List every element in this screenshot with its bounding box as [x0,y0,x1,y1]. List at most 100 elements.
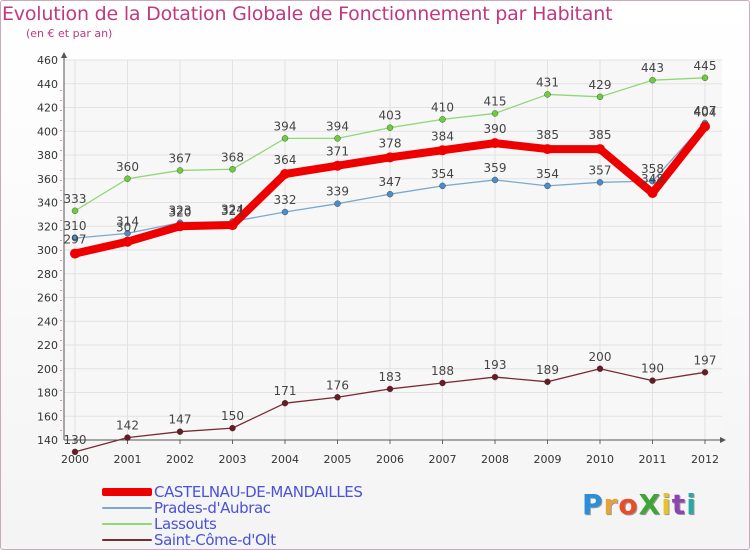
x-tick-label: 2010 [586,453,614,466]
data-label: 431 [536,75,559,89]
legend-label: Prades-d'Aubrac [154,499,271,517]
data-point [596,93,604,101]
data-label: 358 [641,162,664,176]
data-label: 347 [379,175,402,189]
y-axis-arrow [61,52,67,58]
data-label: 378 [379,136,402,150]
data-label: 415 [484,94,507,108]
data-label: 314 [116,214,139,228]
data-label: 357 [589,163,612,177]
logo-letter: i [661,488,672,521]
data-label: 371 [326,145,349,159]
x-tick-label: 2000 [61,453,89,466]
data-label: 183 [379,370,402,384]
data-label: 354 [431,167,454,181]
data-label: 176 [326,378,349,392]
data-point [176,428,184,435]
x-tick-label: 2007 [429,453,457,466]
x-tick-label: 2011 [639,453,667,466]
y-tick-label: 320 [37,220,58,233]
data-point [437,145,448,156]
data-point [596,179,604,186]
data-point [544,91,551,98]
logo-letter: t [671,488,687,521]
data-point [334,200,341,207]
legend-label: Saint-Côme-d'Olt [154,531,276,549]
data-point [596,365,604,372]
x-tick-label: 2002 [166,453,194,466]
data-label: 189 [536,363,559,377]
data-point [701,369,709,376]
data-point [122,236,133,247]
data-point [386,124,394,131]
data-label: 193 [484,358,507,372]
data-label: 390 [484,122,507,136]
data-point [281,399,289,407]
legend-swatch [102,507,152,509]
data-label: 360 [116,160,139,174]
data-label: 339 [326,185,349,199]
data-point [491,176,499,184]
data-label: 359 [484,161,507,175]
data-label: 197 [694,353,717,367]
data-label: 142 [116,419,139,433]
y-tick-label: 200 [37,363,58,376]
data-point [176,167,184,174]
logo-letter: X [638,488,662,521]
x-axis-arrow [720,437,726,443]
data-point [71,207,79,215]
data-label: 384 [431,129,454,143]
data-point [386,190,394,198]
data-label: 443 [641,61,664,75]
data-point [281,208,289,216]
data-label: 332 [274,193,297,207]
data-point [332,160,343,171]
data-label: 407 [694,104,717,118]
data-point [386,385,394,393]
y-tick-label: 340 [37,197,58,210]
chart-subtitle: (en € et par an) [26,27,113,40]
data-point [70,248,80,259]
y-tick-label: 420 [37,102,58,115]
data-label: 297 [64,233,87,247]
data-label: 348 [641,172,664,186]
y-tick-label: 440 [37,78,58,91]
data-point [649,177,656,185]
data-point [281,135,289,142]
data-label: 354 [536,167,559,181]
data-point [385,152,395,163]
legend-swatch [102,523,152,525]
data-label: 445 [694,59,717,73]
data-point [595,144,605,155]
data-point [71,448,79,456]
data-point [544,182,551,190]
data-label: 403 [379,109,402,123]
data-point [649,377,656,384]
data-label: 310 [64,219,87,233]
data-label: 367 [169,151,192,165]
data-label: 171 [274,384,297,398]
data-label: 307 [116,221,139,235]
x-tick-label: 2009 [534,453,562,466]
y-tick-label: 260 [37,292,58,305]
x-tick-label: 2001 [114,453,142,466]
y-tick-label: 380 [37,149,58,162]
data-label: 368 [221,150,244,164]
logo-letter: P [582,488,604,521]
data-point [491,110,499,117]
data-point [229,424,236,432]
data-label: 394 [274,119,297,133]
data-label: 394 [326,119,349,133]
data-label: 385 [589,128,612,142]
y-tick-label: 400 [37,125,58,138]
y-tick-label: 280 [37,268,58,281]
x-tick-label: 2008 [481,453,509,466]
data-label: 404 [694,106,717,120]
data-point [439,182,446,190]
data-label: 364 [274,153,297,167]
logo-letter: i [686,488,697,521]
data-point [334,394,341,401]
data-label: 147 [169,413,192,427]
data-point [71,234,79,242]
data-point [700,121,710,132]
